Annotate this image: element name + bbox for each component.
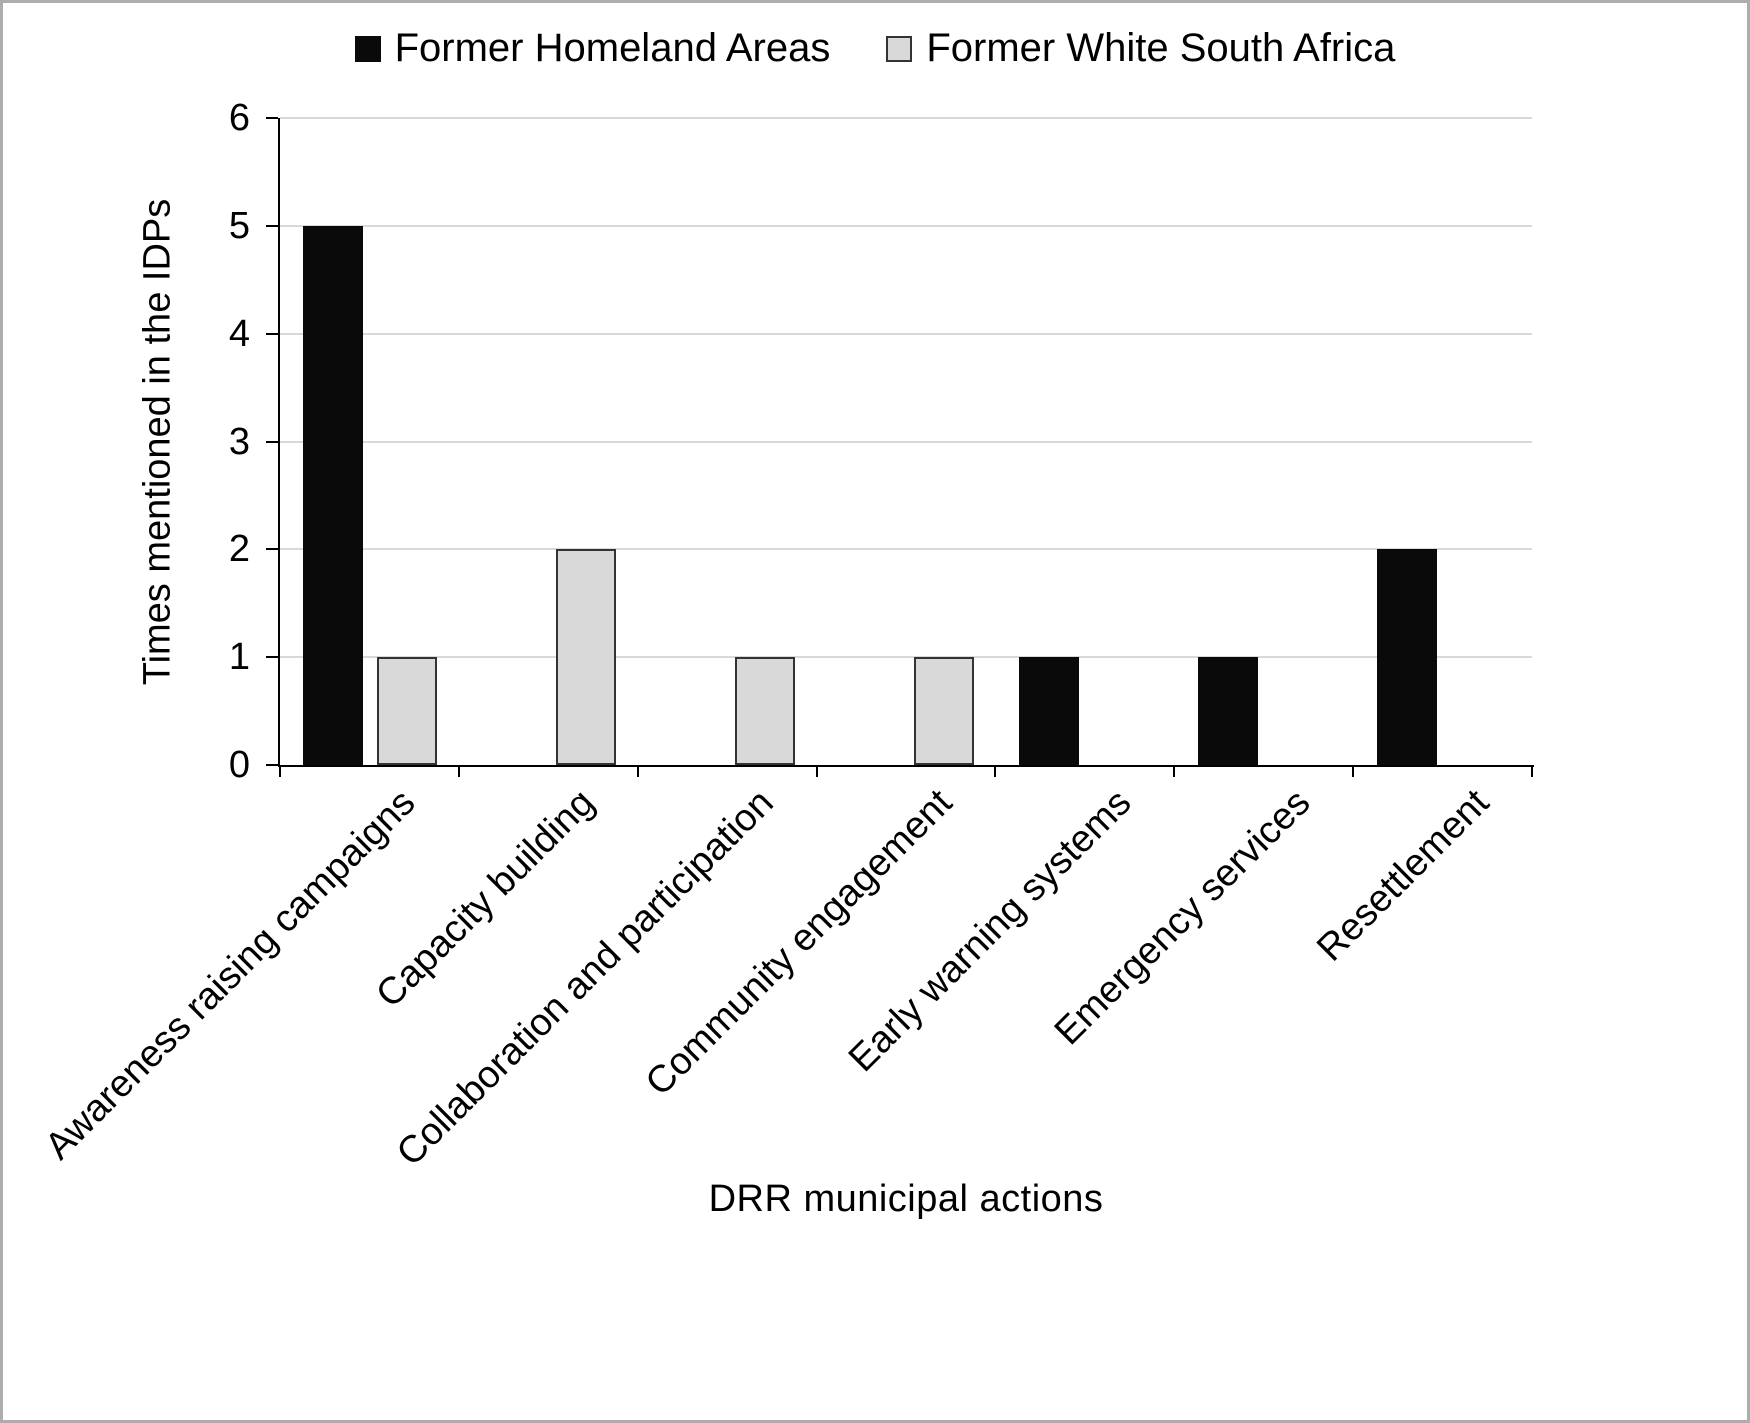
- y-tick-mark-5: [266, 224, 278, 227]
- bar-former-white-south-africa-awareness-raising-campaigns: [377, 657, 438, 765]
- legend-swatch-former-white-south-africa: [886, 35, 913, 62]
- y-axis-line: [278, 118, 280, 767]
- bar-former-homeland-areas-emergency-services: [1197, 657, 1258, 765]
- x-tick-label-collaboration-and-participation: Collaboration and participation: [388, 781, 782, 1175]
- legend-swatch-former-homeland-areas: [354, 35, 381, 62]
- y-tick-mark-4: [266, 332, 278, 335]
- x-tick-label-resettlement: Resettlement: [1308, 781, 1497, 970]
- bar-former-white-south-africa-collaboration-and-participation: [735, 657, 796, 765]
- gridline-y-6: [280, 117, 1532, 119]
- x-axis-line: [278, 765, 1534, 767]
- gridline-y-5: [280, 224, 1532, 227]
- x-tick-mark-5: [1173, 765, 1176, 777]
- gridline-y-4: [280, 332, 1532, 335]
- x-tick-mark-4: [994, 765, 997, 777]
- gridline-y-3: [280, 440, 1532, 443]
- y-tick-label-2: 2: [228, 528, 250, 571]
- bar-former-homeland-areas-early-warning-systems: [1018, 657, 1079, 765]
- bar-former-homeland-areas-resettlement: [1376, 549, 1437, 765]
- x-tick-mark-1: [457, 765, 460, 777]
- legend: Former Homeland Areas Former White South …: [0, 26, 1750, 71]
- y-tick-mark-0: [266, 764, 278, 766]
- y-tick-mark-2: [266, 548, 278, 551]
- y-tick-mark-1: [266, 656, 278, 659]
- y-tick-mark-6: [266, 117, 278, 119]
- legend-item-former-white-south-africa: Former White South Africa: [886, 26, 1395, 71]
- y-axis-title: Times mentioned in the IDPs: [136, 198, 179, 685]
- y-tick-label-6: 6: [228, 97, 250, 139]
- bar-former-homeland-areas-awareness-raising-campaigns: [303, 225, 364, 765]
- y-tick-label-1: 1: [228, 636, 250, 679]
- x-tick-label-awareness-raising-campaigns: Awareness raising campaigns: [37, 781, 424, 1168]
- y-tick-label-5: 5: [228, 204, 250, 247]
- bar-former-white-south-africa-community-engagement: [914, 657, 974, 765]
- x-tick-mark-6: [1352, 765, 1355, 777]
- y-tick-label-0: 0: [228, 744, 250, 786]
- gridline-y-2: [280, 548, 1532, 551]
- legend-label: Former Homeland Areas: [394, 26, 831, 70]
- y-tick-label-3: 3: [228, 420, 250, 463]
- x-tick-label-community-engagement: Community engagement: [637, 781, 961, 1105]
- x-tick-mark-2: [636, 765, 639, 777]
- legend-item-former-homeland-areas: Former Homeland Areas: [354, 26, 831, 71]
- x-axis-title: DRR municipal actions: [708, 1178, 1104, 1220]
- gridline-y-1: [280, 656, 1532, 659]
- y-tick-mark-3: [266, 440, 278, 443]
- x-tick-mark-7: [1531, 765, 1533, 777]
- x-tick-mark-0: [279, 765, 281, 777]
- y-tick-label-4: 4: [228, 312, 250, 355]
- x-tick-mark-3: [815, 765, 818, 777]
- bar-former-white-south-africa-capacity-building: [556, 549, 617, 765]
- legend-label: Former White South Africa: [926, 26, 1396, 70]
